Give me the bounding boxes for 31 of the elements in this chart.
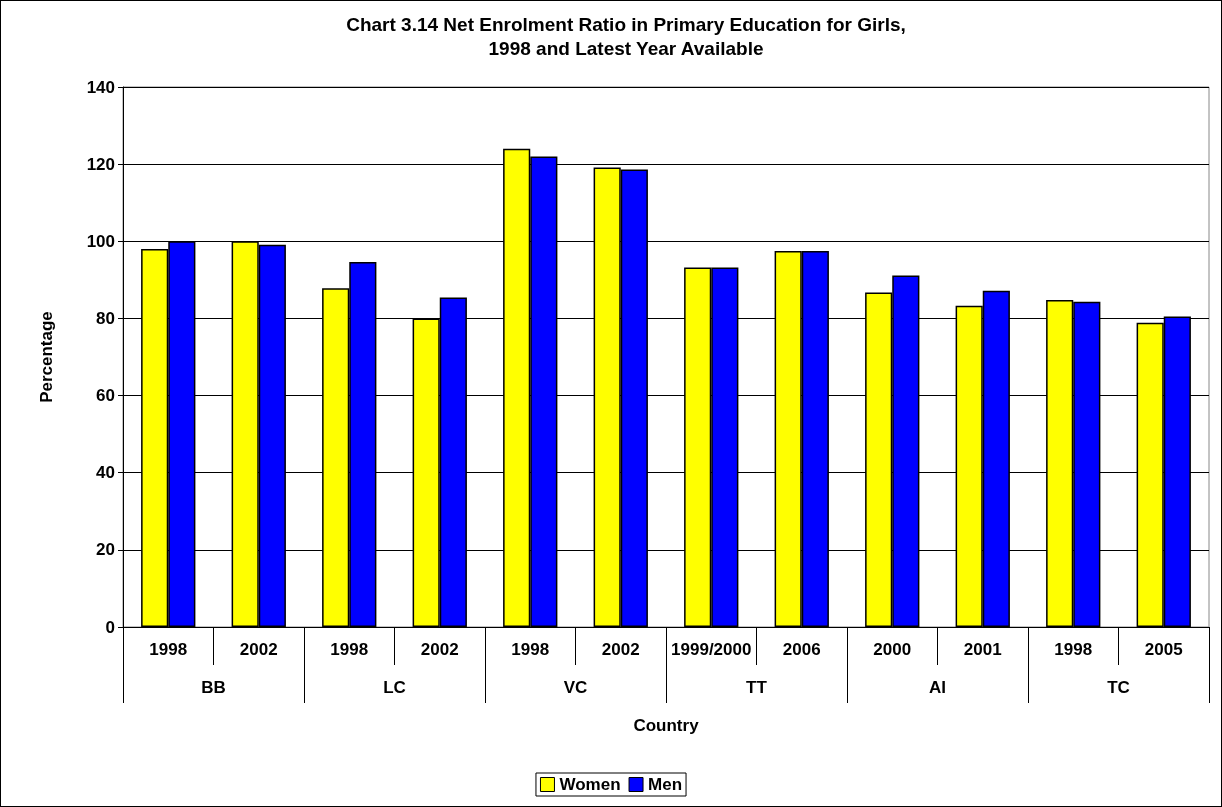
text: LC (383, 678, 406, 697)
chart-title: Chart 3.14 Net Enrolment Ratio in Primary Education for Girls, 1998 and Latest Year Available (346, 13, 906, 59)
text: BB (201, 678, 226, 697)
y-tick-label: 120 (86, 154, 115, 174)
x-tick-label: 2001 (963, 640, 1002, 659)
text: TC (1107, 678, 1130, 697)
y-tick-label: 100 (86, 231, 115, 251)
x-tick-label: 2005 (1144, 640, 1183, 659)
x-axis-title: Country (633, 716, 700, 735)
text: VC (563, 678, 588, 697)
x-tick-label: 2002 (420, 640, 459, 659)
y-axis-title: Percentage (37, 311, 56, 403)
y-tick-label: 20 (96, 540, 115, 560)
x-tick-label: 1998 (330, 640, 369, 659)
x-tick-label: 2000 (873, 640, 912, 659)
x-tick-label: 1998 (511, 640, 550, 659)
x-tick-label: 2002 (239, 640, 278, 659)
x-tick-label: 1999/2000 (671, 640, 752, 659)
x-tick-label: 1998 (1054, 640, 1093, 659)
legend-label: Women (559, 775, 621, 794)
x-tick-label: 2006 (782, 640, 821, 659)
y-tick-label: 80 (96, 308, 115, 328)
y-tick-label: 0 (105, 617, 115, 637)
x-tick-label: 2002 (601, 640, 640, 659)
y-tick-label: 140 (86, 77, 115, 97)
text: TT (746, 678, 768, 697)
y-tick-label: 40 (96, 463, 115, 483)
legend-label: Men (648, 775, 683, 794)
x-tick-label: 1998 (149, 640, 188, 659)
y-tick-label: 60 (96, 386, 115, 406)
text: AI (929, 678, 946, 697)
